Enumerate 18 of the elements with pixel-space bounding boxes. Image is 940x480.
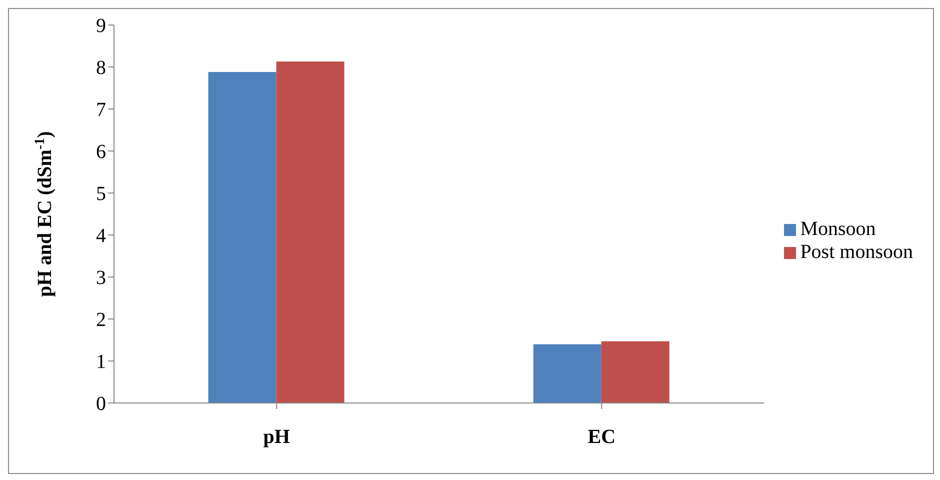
y-tick-label: 3 <box>96 267 106 290</box>
bar <box>601 341 670 403</box>
bar <box>276 62 344 403</box>
bar <box>208 72 276 403</box>
y-tick-label: 8 <box>96 57 106 80</box>
y-tick-label: 7 <box>96 99 106 122</box>
x-tick-label: EC <box>588 426 616 448</box>
legend-label: Post monsoon <box>800 241 913 263</box>
y-tick-label: 5 <box>96 183 106 206</box>
y-tick-label: 6 <box>96 141 106 164</box>
bar <box>533 344 602 403</box>
y-tick-label: 9 <box>96 15 106 38</box>
y-tick-label: 2 <box>96 309 106 332</box>
x-tick-label: pH <box>263 426 290 448</box>
y-tick-label: 0 <box>96 393 106 416</box>
y-tick-label: 1 <box>96 351 106 374</box>
legend-label: Monsoon <box>800 218 876 240</box>
y-tick-label: 4 <box>96 225 106 248</box>
